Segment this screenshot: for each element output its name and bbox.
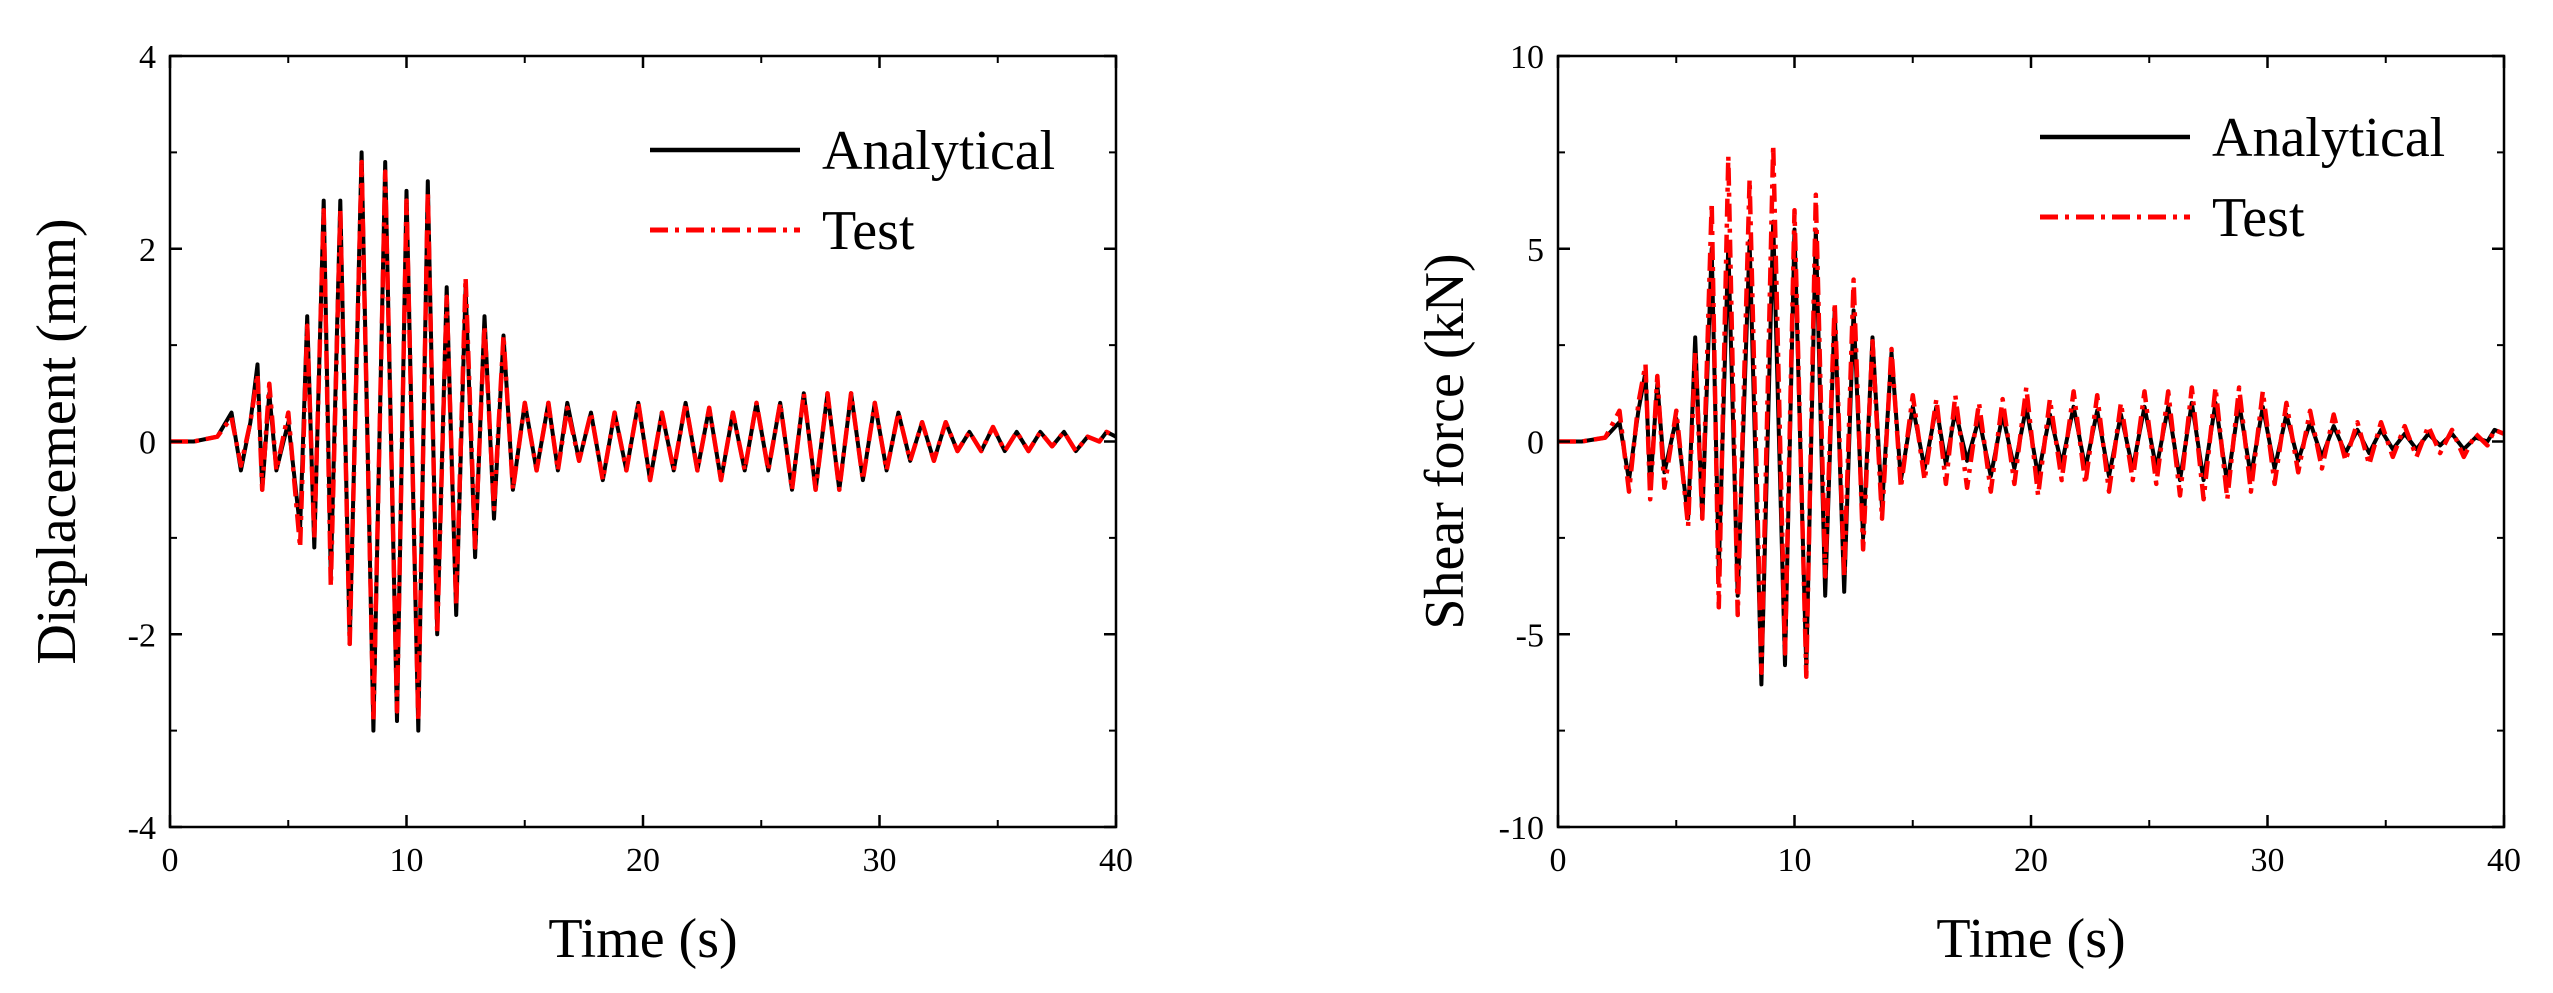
x-tick-label: 0 <box>1550 842 1567 879</box>
y-tick-label: -2 <box>128 617 156 654</box>
x-tick-label: 40 <box>2487 842 2521 879</box>
legend-label-analytical: Analytical <box>822 120 1055 182</box>
series-line-test <box>1558 142 2505 679</box>
x-tick-label: 20 <box>2014 842 2048 879</box>
legend-label-test: Test <box>822 200 915 262</box>
y-axis-title: Shear force (kN) <box>1414 253 1476 629</box>
legend: Analytical Test <box>2040 107 2445 249</box>
x-axis-title: Time (s) <box>548 908 737 970</box>
y-tick-label: 0 <box>139 425 156 462</box>
y-axis-title: Displacement (mm) <box>26 218 88 664</box>
x-tick-label: 30 <box>863 842 897 879</box>
x-tick-label: 10 <box>1778 842 1812 879</box>
y-tick-label: -10 <box>1499 810 1544 847</box>
y-tick-label: 0 <box>1527 425 1544 462</box>
legend-label-test: Test <box>2212 187 2305 249</box>
y-tick-label: 2 <box>139 232 156 269</box>
x-tick-label: 40 <box>1099 842 1133 879</box>
y-tick-label: 5 <box>1527 232 1544 269</box>
x-tick-label: 30 <box>2251 842 2285 879</box>
series-line-test <box>170 159 1118 724</box>
legend-label-analytical: Analytical <box>2212 107 2445 169</box>
y-tick-label: -5 <box>1516 617 1544 654</box>
shear-force-chart: 0 10 20 30 40 -10 -5 0 5 10 Time (s) Shear force (k… <box>1414 39 2521 970</box>
y-tick-label: 4 <box>139 39 156 76</box>
legend: Analytical Test <box>650 120 1055 262</box>
x-tick-label: 0 <box>162 842 179 879</box>
y-tick-label: 10 <box>1510 39 1544 76</box>
displacement-chart: 0 10 20 30 40 -4 -2 0 2 4 Time (s) Displacement (mm… <box>26 39 1133 970</box>
y-tick-label: -4 <box>128 810 156 847</box>
x-tick-label: 10 <box>390 842 424 879</box>
x-tick-label: 20 <box>626 842 660 879</box>
x-axis-title: Time (s) <box>1936 908 2125 970</box>
